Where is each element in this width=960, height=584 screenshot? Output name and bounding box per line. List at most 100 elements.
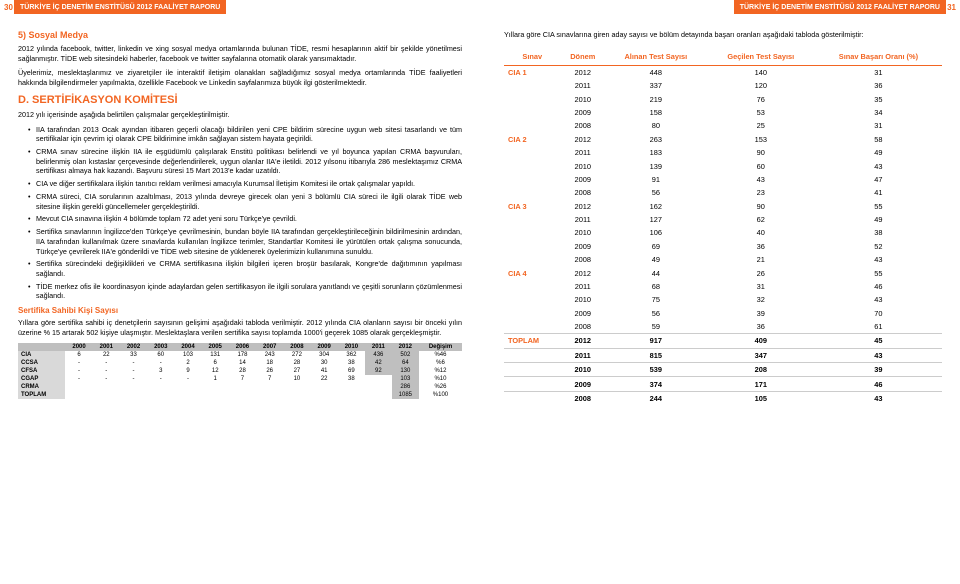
hist-cell: [256, 383, 283, 391]
hist-cell: 22: [311, 375, 338, 383]
exam-group-label: [504, 377, 561, 391]
exam-group-label: [504, 79, 561, 92]
exam-group-label: [504, 173, 561, 186]
exam-cell: 2011: [561, 146, 605, 159]
list-item: TİDE merkez ofis ile koordinasyon içinde…: [28, 282, 462, 301]
hist-year-header: Değişim: [419, 343, 462, 351]
hist-cell: %26: [419, 383, 462, 391]
hist-row-label: CFSA: [18, 367, 65, 375]
exam-cell: 43: [815, 348, 942, 362]
exam-intro: Yıllara göre CIA sınavlarına giren aday …: [504, 30, 942, 40]
hist-cell: 502: [392, 351, 419, 359]
hist-cell: 131: [202, 351, 229, 359]
exam-cell: 55: [815, 266, 942, 279]
hist-cell: 14: [229, 359, 256, 367]
hist-year-header: 2000: [65, 343, 92, 351]
exam-cell: 69: [605, 240, 707, 253]
hist-year-header: 2009: [311, 343, 338, 351]
hist-cell: 10: [283, 375, 310, 383]
exam-cell: 244: [605, 391, 707, 405]
hist-year-header: 2004: [174, 343, 201, 351]
cert-count-intro: Yıllara göre sertifika sahibi iç denetçi…: [18, 318, 462, 337]
exam-group-label: [504, 320, 561, 334]
exam-cell: 49: [815, 146, 942, 159]
hist-row-label: TOPLAM: [18, 391, 65, 399]
section-d-title: D. SERTİFİKASYON KOMİTESİ: [18, 94, 462, 106]
exam-col-sinav: Sınav: [504, 48, 561, 66]
header-right: TÜRKİYE İÇ DENETİM ENSTİTÜSÜ 2012 FAALİY…: [734, 0, 946, 14]
hist-cell: %6: [419, 359, 462, 367]
exam-cell: 49: [605, 253, 707, 266]
hist-year-header: 2007: [256, 343, 283, 351]
exam-cell: 171: [707, 377, 815, 391]
exam-cell: 90: [707, 146, 815, 159]
exam-group-label: [504, 362, 561, 376]
exam-cell: 2010: [561, 226, 605, 239]
hist-cell: [311, 383, 338, 391]
exam-cell: 43: [815, 391, 942, 405]
hist-cell: 69: [338, 367, 365, 375]
exam-cell: 2008: [561, 253, 605, 266]
hist-cell: [120, 383, 147, 391]
exam-cell: 2012: [561, 133, 605, 146]
hist-cell: -: [147, 375, 174, 383]
exam-cell: 539: [605, 362, 707, 376]
hist-cell: [338, 391, 365, 399]
exam-group-label: [504, 146, 561, 159]
exam-group-label: CIA 1: [504, 65, 561, 79]
hist-cell: %10: [419, 375, 462, 383]
exam-cell: 448: [605, 65, 707, 79]
exam-cell: 2012: [561, 199, 605, 212]
exam-cell: 2008: [561, 119, 605, 132]
exam-cell: 2011: [561, 348, 605, 362]
hist-cell: 243: [256, 351, 283, 359]
section-d-intro: 2012 yılı içerisinde aşağıda belirtilen …: [18, 110, 462, 120]
exam-col-gecilen: Geçilen Test Sayısı: [707, 48, 815, 66]
exam-cell: 2010: [561, 362, 605, 376]
exam-cell: 140: [707, 65, 815, 79]
hist-cell: 38: [338, 359, 365, 367]
exam-cell: 2011: [561, 79, 605, 92]
exam-cell: 158: [605, 106, 707, 119]
exam-col-donem: Dönem: [561, 48, 605, 66]
hist-cell: %100: [419, 391, 462, 399]
exam-cell: 21: [707, 253, 815, 266]
hist-cell: -: [65, 375, 92, 383]
exam-cell: 106: [605, 226, 707, 239]
list-item: Mevcut CIA sınavına ilişkin 4 bölümde to…: [28, 214, 462, 224]
exam-cell: 2010: [561, 92, 605, 105]
hist-cell: 286: [392, 383, 419, 391]
hist-row-label: CRMA: [18, 383, 65, 391]
exam-results-table: Sınav Dönem Alınan Test Sayısı Geçilen T…: [504, 48, 942, 405]
page-number-right: 31: [943, 0, 960, 14]
hist-cell: 64: [392, 359, 419, 367]
hist-cell: 7: [229, 375, 256, 383]
exam-cell: 347: [707, 348, 815, 362]
exam-cell: 44: [605, 266, 707, 279]
exam-cell: 153: [707, 133, 815, 146]
hist-cell: -: [147, 359, 174, 367]
hist-cell: [338, 383, 365, 391]
exam-cell: 36: [815, 79, 942, 92]
section-5-paragraph-1: 2012 yılında facebook, twitter, linkedin…: [18, 44, 462, 63]
exam-cell: 56: [605, 306, 707, 319]
exam-cell: 2009: [561, 377, 605, 391]
list-item: Sertifika sınavlarının İngilizce'den Tür…: [28, 227, 462, 256]
exam-cell: 53: [707, 106, 815, 119]
hist-cell: 41: [311, 367, 338, 375]
hist-cell: 103: [392, 375, 419, 383]
hist-cell: [174, 383, 201, 391]
exam-cell: 2008: [561, 320, 605, 334]
exam-cell: 46: [815, 377, 942, 391]
exam-col-alinan: Alınan Test Sayısı: [605, 48, 707, 66]
exam-cell: 2011: [561, 280, 605, 293]
hist-cell: 3: [147, 367, 174, 375]
hist-cell: -: [93, 367, 120, 375]
exam-group-label: [504, 226, 561, 239]
hist-cell: [229, 383, 256, 391]
exam-cell: 105: [707, 391, 815, 405]
list-item: CRMA sınav sürecine ilişkin IIA ile eşgü…: [28, 147, 462, 176]
hist-cell: -: [120, 375, 147, 383]
hist-cell: 28: [283, 359, 310, 367]
hist-cell: [120, 391, 147, 399]
